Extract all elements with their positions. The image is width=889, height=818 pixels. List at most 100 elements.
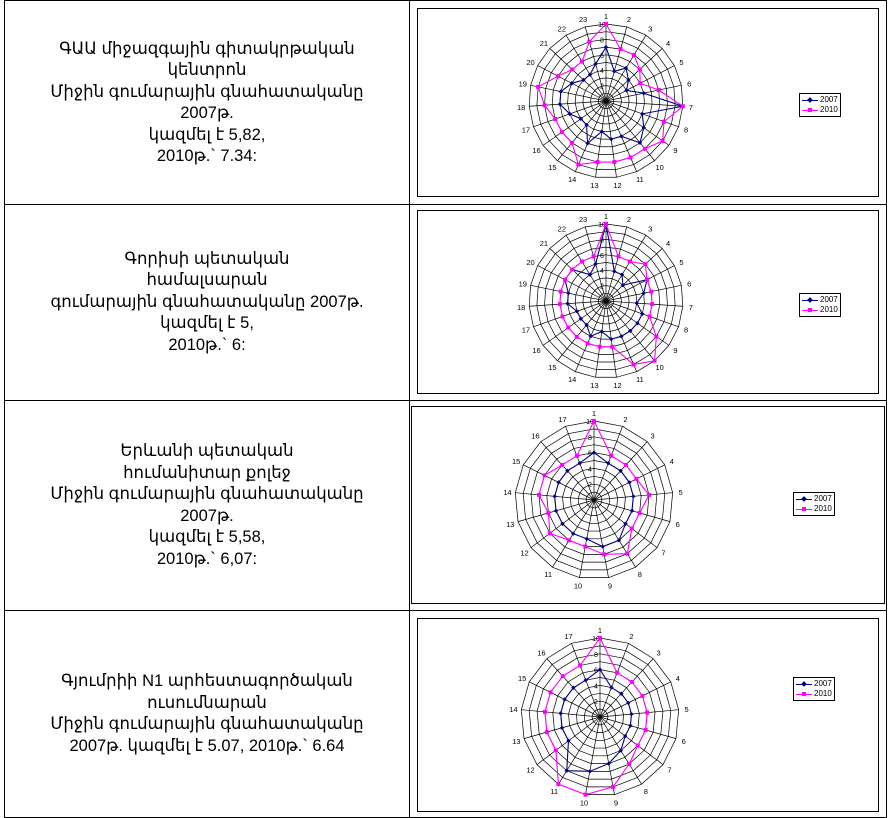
data-point-2007 [641, 290, 646, 296]
data-point-2007 [631, 494, 636, 499]
data-point-2010 [625, 551, 630, 556]
data-point-2007 [597, 667, 603, 672]
table-border-left [4, 0, 5, 818]
category-label: 15 [548, 163, 556, 172]
radial-tick-label: 4 [600, 68, 604, 75]
data-point-2010 [542, 473, 547, 478]
data-point-2010 [560, 462, 565, 467]
data-point-2007 [628, 328, 633, 334]
radar-spoke [599, 643, 629, 718]
description-line: ուսումնարան [147, 693, 267, 712]
data-point-2010 [567, 538, 572, 543]
data-point-2010 [569, 140, 574, 145]
radar-spoke [537, 265, 607, 302]
description-line: Միջին գումարային գնահատականը [50, 82, 364, 101]
radar-grid-ring [538, 444, 650, 555]
legend-label: 2007 [814, 494, 832, 503]
category-label: 9 [614, 799, 618, 808]
radar-spoke [599, 716, 615, 795]
radar-grid-ring [559, 54, 653, 148]
data-point-2007 [616, 538, 622, 543]
data-point-2007 [566, 738, 571, 744]
radar-chart-2: 10 8 6 4 2 1 2 3 4 5 6 7 8 9 10 11 12 13 14 15 16 17 18 19 20 21 2… [417, 210, 879, 394]
legend-item: 2010 [802, 305, 838, 315]
category-label: 20 [526, 258, 534, 267]
data-point-2007 [593, 261, 598, 267]
data-point-2010 [632, 52, 637, 57]
category-label: 10 [580, 799, 588, 808]
chart-legend: 2007 2010 [793, 492, 835, 516]
radar-grid-ring [544, 239, 668, 363]
radar-grid-ring [528, 645, 672, 788]
data-point-2010 [640, 693, 645, 698]
category-label: 23 [579, 215, 587, 224]
radial-tick-label: 4 [594, 683, 598, 690]
data-point-2010 [628, 155, 633, 160]
data-point-2007 [641, 90, 646, 96]
data-point-2010 [604, 22, 608, 26]
category-label: 5 [679, 58, 683, 67]
radar-spoke [557, 300, 607, 361]
data-point-2010 [574, 453, 579, 458]
data-point-2010 [638, 81, 643, 86]
data-point-2007 [577, 460, 582, 466]
legend-swatch [796, 505, 812, 513]
description-line: Միջին գումարային գնահատականը [50, 485, 364, 503]
data-point-2007 [587, 72, 593, 77]
radar-grid-ring [536, 31, 676, 170]
radial-tick-label: 10 [598, 22, 606, 29]
series-line-2010 [544, 636, 648, 796]
data-point-2010 [591, 254, 596, 259]
data-point-2007 [618, 748, 623, 753]
legend-label: 2010 [814, 504, 832, 513]
data-point-2010 [574, 334, 579, 339]
legend-item: 2010 [796, 689, 832, 699]
radar-spoke [605, 265, 675, 302]
data-point-2010 [542, 103, 547, 108]
radial-tick-label: 10 [592, 636, 600, 643]
category-label: 17 [564, 632, 572, 641]
category-label: 13 [506, 520, 514, 529]
data-point-2007 [571, 531, 576, 536]
radar-grid-ring [576, 692, 624, 741]
category-label: 12 [526, 765, 534, 774]
category-label: 7 [689, 303, 693, 312]
legend-label: 2007 [814, 679, 832, 688]
data-point-2007 [587, 769, 593, 774]
category-label: 11 [636, 375, 644, 384]
radar-chart-4: 10 8 6 4 2 1 2 3 4 5 6 7 8 9 10 11 12 13 14 15 16 17 2007 2010 [417, 618, 879, 812]
description-line: Գորիսի պետական [124, 249, 290, 268]
series-line-2007 [560, 668, 633, 772]
category-label: 9 [673, 346, 677, 355]
data-point-2010 [631, 362, 636, 367]
radar-spoke [599, 658, 654, 718]
data-point-2010 [576, 162, 581, 167]
description-line: հումանիտար քոլեջ [123, 463, 291, 482]
data-point-2010 [680, 104, 685, 109]
category-label: 9 [608, 582, 612, 591]
data-point-2010 [656, 88, 661, 93]
category-label: 9 [673, 146, 677, 155]
radar-grid-ring [551, 246, 661, 355]
data-point-2010 [558, 289, 563, 294]
data-point-2007 [588, 334, 593, 339]
radar-grid-ring [574, 69, 638, 132]
category-label: 13 [590, 181, 598, 190]
table-border-right [886, 0, 887, 818]
data-point-2010 [612, 160, 617, 165]
institution-description: Գորիսի պետական համալսարան գումարային գնա… [5, 205, 409, 400]
data-point-2007 [566, 290, 571, 296]
category-label: 14 [509, 705, 517, 714]
data-point-2010 [649, 289, 654, 294]
data-point-2007 [603, 44, 609, 50]
data-point-2010 [628, 259, 632, 264]
data-point-2007 [635, 321, 640, 326]
data-point-2007 [606, 460, 611, 466]
radar-grid-ring [536, 653, 664, 780]
data-point-2010 [660, 138, 665, 143]
chart-legend: 2007 2010 [793, 677, 835, 701]
data-point-2010 [570, 67, 575, 72]
legend-label: 2010 [820, 305, 838, 314]
